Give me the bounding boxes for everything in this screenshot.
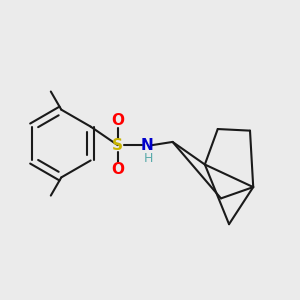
Text: S: S — [112, 138, 123, 153]
Text: H: H — [144, 152, 153, 165]
Text: O: O — [111, 113, 124, 128]
Text: O: O — [111, 162, 124, 177]
Text: N: N — [140, 138, 153, 153]
